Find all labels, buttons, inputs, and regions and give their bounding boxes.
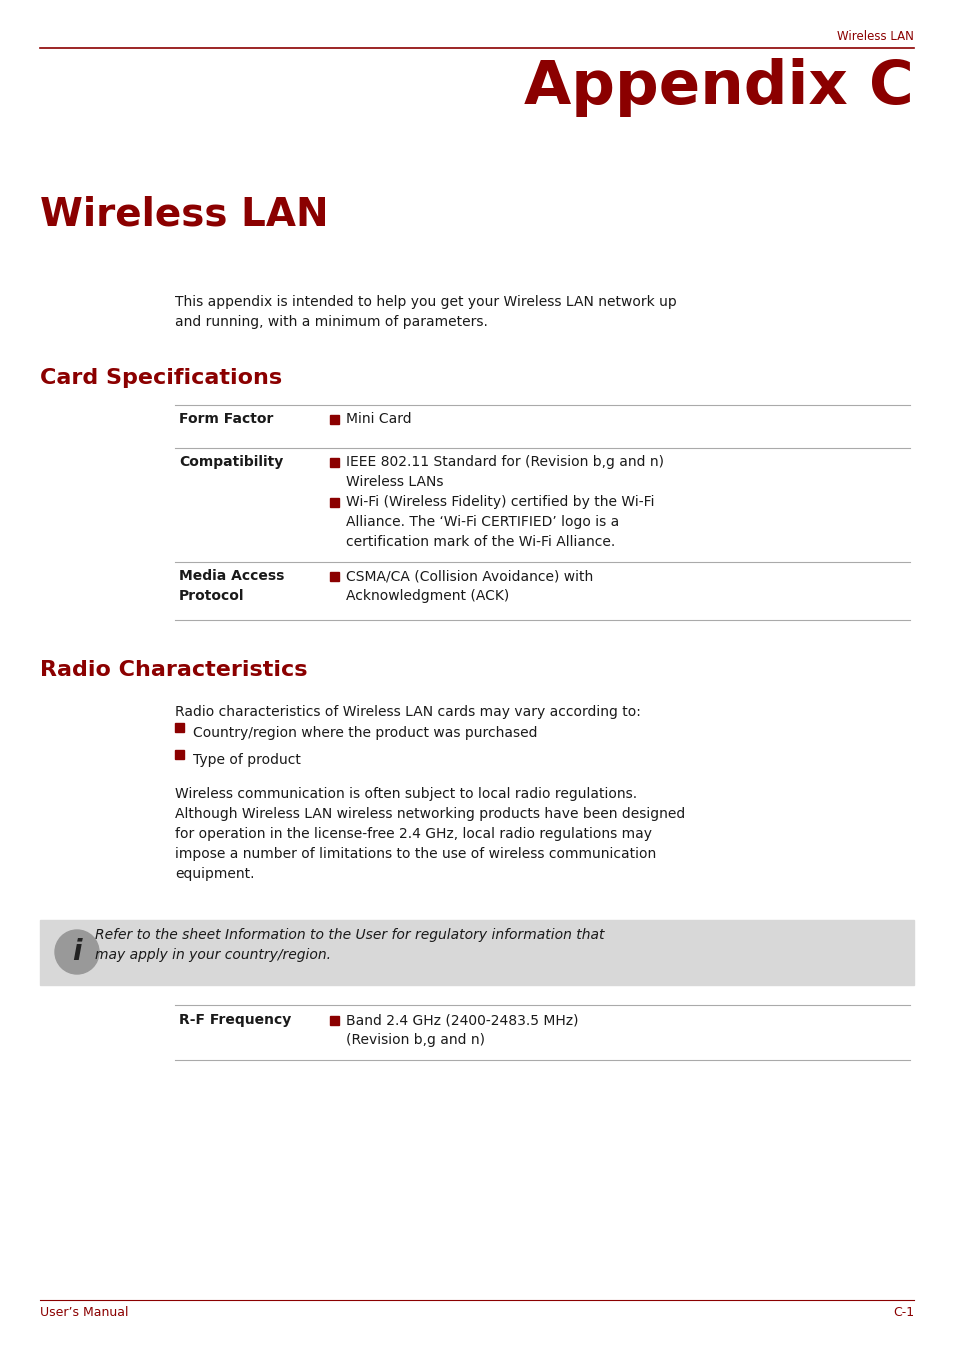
Text: Refer to the sheet Information to the User for regulatory information that
may a: Refer to the sheet Information to the Us… <box>95 927 604 963</box>
Text: Mini Card: Mini Card <box>346 412 411 426</box>
Text: Band 2.4 GHz (2400-2483.5 MHz)
(Revision b,g and n): Band 2.4 GHz (2400-2483.5 MHz) (Revision… <box>346 1013 578 1046</box>
Bar <box>330 498 338 507</box>
Text: Country/region where the product was purchased: Country/region where the product was pur… <box>193 726 537 740</box>
Text: Form Factor: Form Factor <box>179 412 274 426</box>
Text: Wireless communication is often subject to local radio regulations.
Although Wir: Wireless communication is often subject … <box>174 787 684 882</box>
Text: Wireless LAN: Wireless LAN <box>836 30 913 43</box>
Bar <box>330 458 338 466</box>
Bar <box>174 723 184 731</box>
Circle shape <box>55 930 99 973</box>
Text: Media Access
Protocol: Media Access Protocol <box>179 569 284 603</box>
Text: C-1: C-1 <box>892 1306 913 1320</box>
Text: Radio Characteristics: Radio Characteristics <box>40 660 307 680</box>
Bar <box>330 1015 338 1025</box>
Text: This appendix is intended to help you get your Wireless LAN network up
and runni: This appendix is intended to help you ge… <box>174 295 676 329</box>
Bar <box>174 750 184 758</box>
Text: Wi-Fi (Wireless Fidelity) certified by the Wi-Fi
Alliance. The ‘Wi-Fi CERTIFIED’: Wi-Fi (Wireless Fidelity) certified by t… <box>346 495 654 549</box>
Bar <box>330 415 338 425</box>
Text: i: i <box>72 938 82 965</box>
Text: Card Specifications: Card Specifications <box>40 368 282 388</box>
Text: Compatibility: Compatibility <box>179 456 283 469</box>
Text: Appendix C: Appendix C <box>524 58 913 118</box>
Bar <box>57 927 97 977</box>
Text: IEEE 802.11 Standard for (Revision b,g and n)
Wireless LANs: IEEE 802.11 Standard for (Revision b,g a… <box>346 456 663 489</box>
Text: User’s Manual: User’s Manual <box>40 1306 129 1320</box>
Bar <box>330 572 338 581</box>
Text: R-F Frequency: R-F Frequency <box>179 1013 291 1028</box>
Text: CSMA/CA (Collision Avoidance) with
Acknowledgment (ACK): CSMA/CA (Collision Avoidance) with Ackno… <box>346 569 593 603</box>
Text: Wireless LAN: Wireless LAN <box>40 195 328 233</box>
Text: Type of product: Type of product <box>193 753 300 767</box>
Bar <box>40 919 913 986</box>
Text: Radio characteristics of Wireless LAN cards may vary according to:: Radio characteristics of Wireless LAN ca… <box>174 704 640 719</box>
